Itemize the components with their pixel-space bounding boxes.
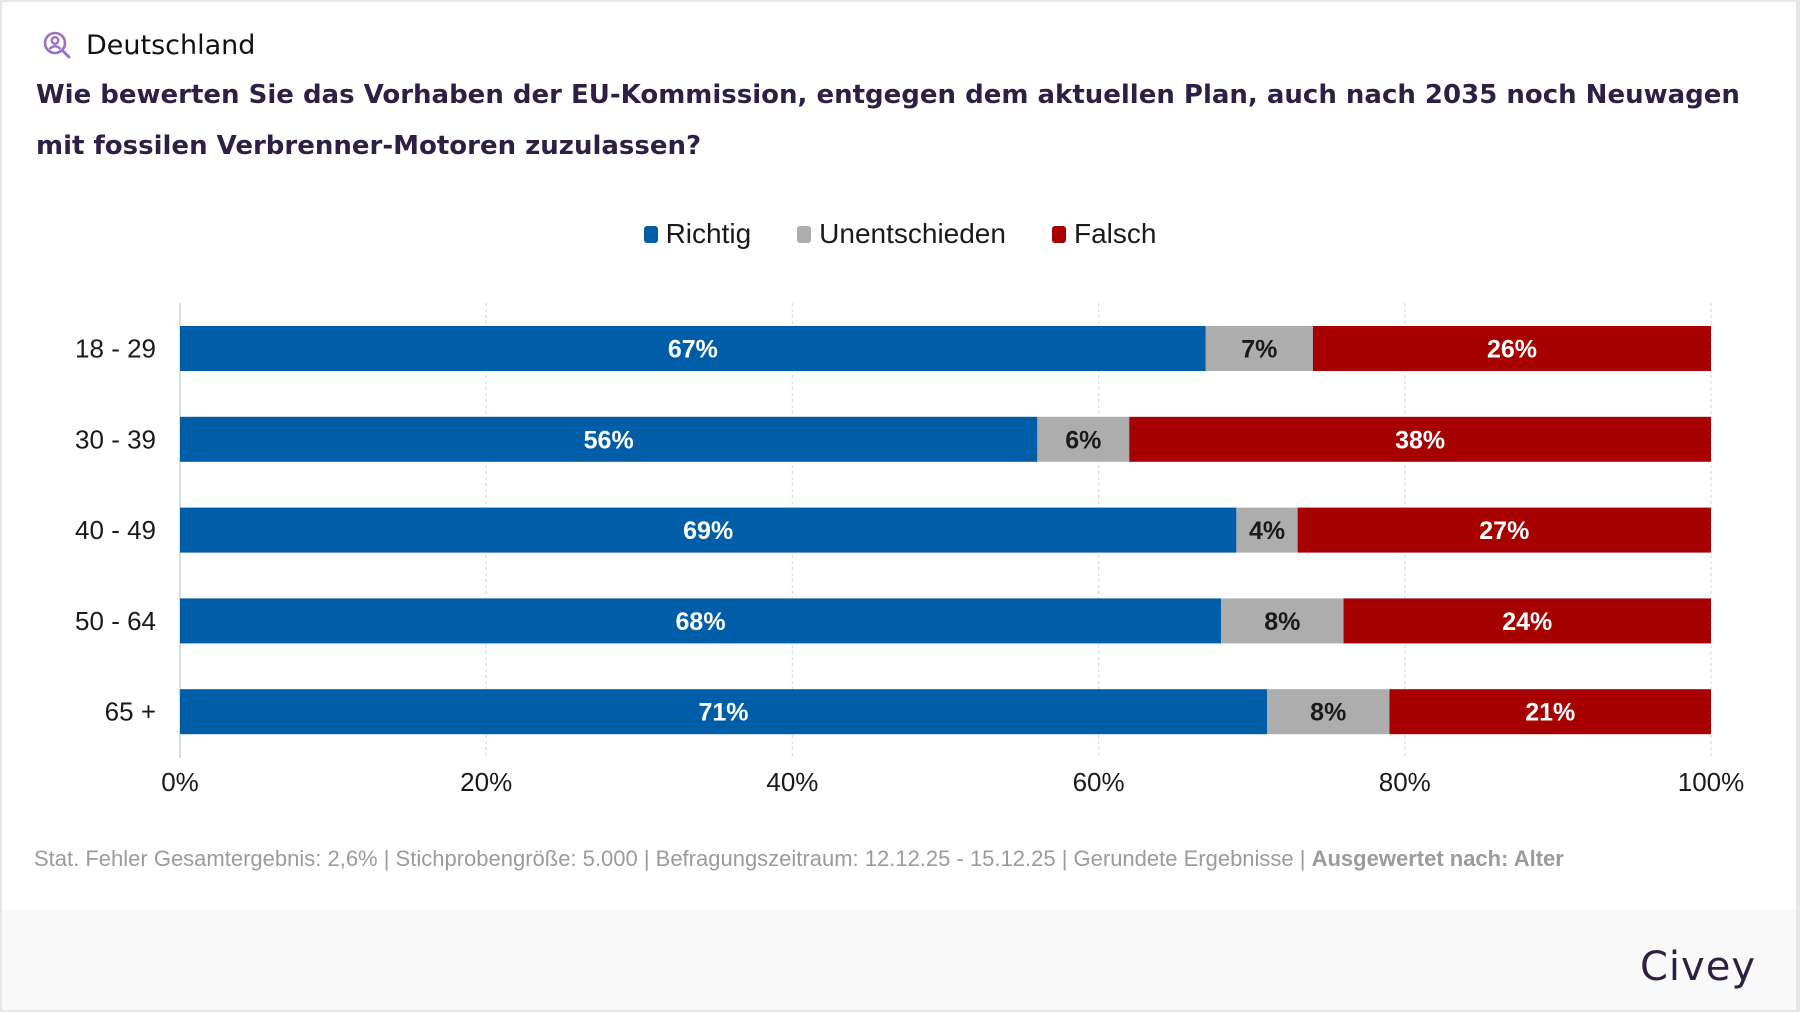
bar-segment-unentschieden (1221, 598, 1344, 644)
bar-segment-falsch (1343, 598, 1711, 644)
data-label: 71% (698, 699, 748, 727)
person-search-icon (43, 31, 71, 59)
x-tick-label: 60% (1073, 767, 1125, 797)
legend-swatch-unentschieden (797, 225, 812, 243)
x-tick-label: 20% (460, 767, 512, 797)
stacked-bar-chart: 0% 20% 40% 60% 80% 100% 18 - 29 67% 7% 26% 30 - 39… (75, 303, 1745, 797)
legend-item-falsch[interactable]: Falsch (1051, 218, 1157, 250)
location-label: Deutschland (86, 29, 256, 61)
data-label: 26% (1487, 336, 1537, 364)
bar-segment-richtig (180, 689, 1268, 735)
legend-label-falsch: Falsch (1073, 218, 1157, 249)
footnote-grouping: Ausgewertet nach: Alter (1311, 846, 1564, 871)
x-tick-label: 80% (1379, 767, 1431, 797)
chart-legend: Richtig Unentschieden Falsch (0, 218, 1800, 250)
footnote: Stat. Fehler Gesamtergebnis: 2,6% | Stic… (34, 846, 1564, 872)
legend-swatch-falsch (1051, 225, 1066, 243)
data-label: 69% (683, 517, 733, 545)
bar-segment-unentschieden (1267, 689, 1390, 735)
category-label: 50 - 64 (75, 606, 156, 636)
civey-logo[interactable]: Civey (1640, 944, 1756, 990)
data-label: 38% (1395, 426, 1445, 454)
bar-segment-falsch (1129, 416, 1711, 462)
data-label: 21% (1525, 699, 1575, 727)
data-label: 8% (1264, 608, 1300, 636)
bar-segment-falsch (1312, 326, 1711, 371)
bar-segment-falsch (1389, 689, 1711, 735)
data-label: 56% (584, 426, 634, 454)
x-tick-label: 0% (161, 767, 199, 797)
bar-segment-richtig (180, 416, 1038, 462)
location-header: Deutschland (42, 28, 255, 62)
legend-item-unentschieden[interactable]: Unentschieden (797, 218, 1006, 250)
x-tick-label: 100% (1678, 767, 1745, 797)
category-label: 30 - 39 (75, 424, 156, 454)
data-label: 67% (668, 336, 718, 364)
legend-item-richtig[interactable]: Richtig (643, 218, 752, 250)
x-tick-label: 40% (766, 767, 818, 797)
data-label: 6% (1065, 426, 1101, 454)
bar-segment-falsch (1297, 507, 1711, 553)
bar-segment-unentschieden (1037, 416, 1130, 462)
category-label: 65 + (105, 697, 156, 727)
data-label: 27% (1479, 517, 1529, 545)
bar-segment-richtig (180, 598, 1222, 644)
bar-segment-richtig (180, 507, 1237, 553)
data-label: 7% (1241, 336, 1277, 364)
legend-label-unentschieden: Unentschieden (819, 218, 1006, 249)
category-label: 40 - 49 (75, 515, 156, 545)
category-label: 18 - 29 (75, 334, 156, 364)
data-label: 68% (676, 608, 726, 636)
question-title: Wie bewerten Sie das Vorhaben der EU-Kom… (36, 80, 1740, 161)
legend-swatch-richtig (643, 225, 658, 243)
footnote-text: Stat. Fehler Gesamtergebnis: 2,6% | Stic… (34, 846, 1312, 871)
bar-segment-richtig (180, 326, 1206, 371)
footer-bar: Civey (2, 910, 1796, 1010)
legend-label-richtig: Richtig (665, 218, 752, 249)
bar-segment-unentschieden (1205, 326, 1313, 371)
data-label: 8% (1310, 699, 1346, 727)
data-label: 4% (1249, 517, 1285, 545)
data-label: 24% (1502, 608, 1552, 636)
bar-segment-unentschieden (1236, 507, 1298, 553)
